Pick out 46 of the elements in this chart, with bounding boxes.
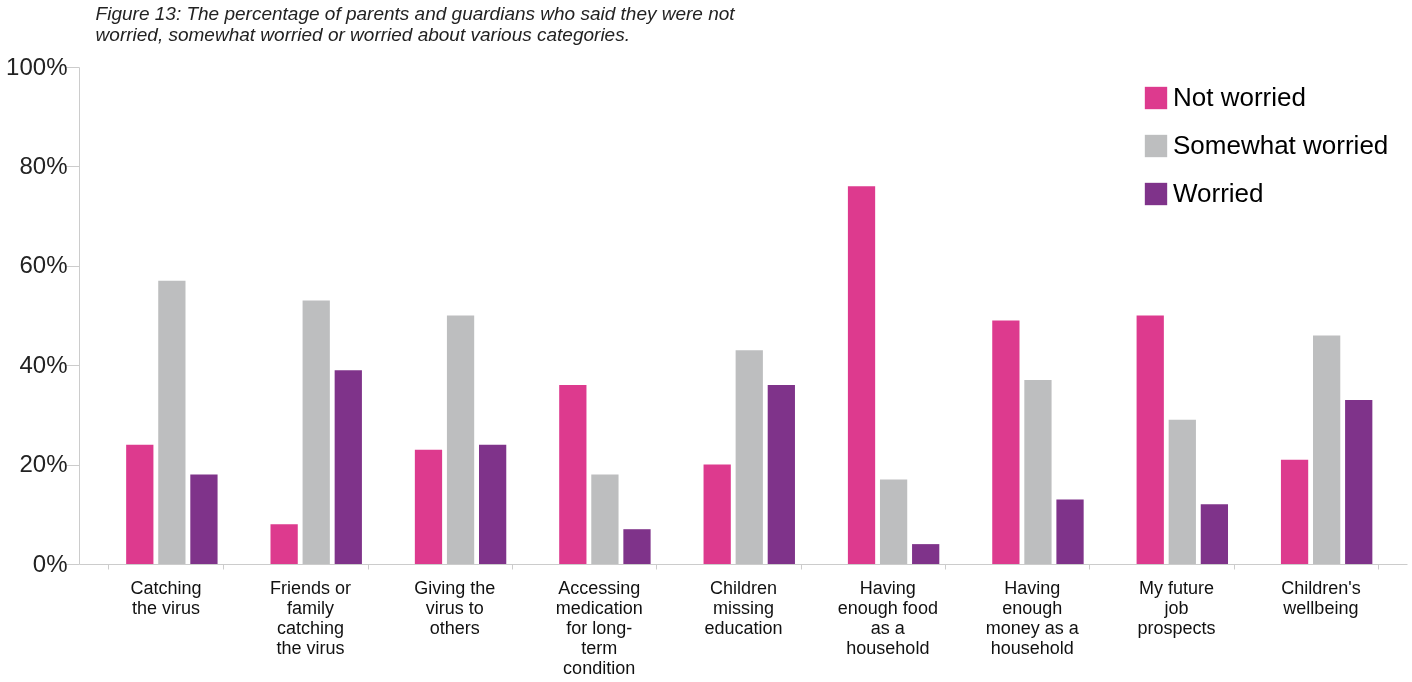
x-tick-label: Catching the virus [130, 577, 202, 618]
bar [912, 544, 940, 564]
legend-label: Worried [1173, 178, 1264, 208]
bar [591, 474, 619, 564]
legend-label: Somewhat worried [1173, 130, 1389, 160]
bar [446, 315, 475, 564]
y-tick-label: 80% [19, 151, 68, 179]
bar [334, 370, 362, 564]
bar [1345, 399, 1373, 564]
bar [1200, 504, 1229, 564]
bar [158, 280, 186, 564]
bar [1313, 335, 1341, 564]
bar [735, 350, 763, 564]
bar [414, 449, 443, 564]
y-tick-label: 0% [32, 549, 68, 577]
x-tick-label: Children's wellbeing [1281, 577, 1361, 618]
bar [623, 529, 651, 564]
bar [190, 474, 218, 564]
bar [559, 385, 587, 564]
y-tick-label: 40% [19, 350, 68, 378]
chart-title: Figure 13: The percentage of parents and guardians who said they were not worried, somewhat worried or worried about various categories. [95, 3, 736, 45]
x-tick-label: Giving the virus to others [414, 577, 496, 638]
x-tick-label: My future job prospects [1137, 577, 1216, 638]
x-tick-label: Children missing education [704, 577, 783, 638]
bar [879, 479, 908, 564]
bar [767, 385, 795, 564]
bar [1136, 315, 1164, 564]
bar [270, 524, 298, 564]
x-tick-label: Having enough food as a household [837, 577, 938, 658]
bar [703, 464, 731, 564]
bar [302, 300, 330, 564]
bar [992, 320, 1020, 564]
bar [126, 444, 154, 564]
y-tick-label: 100% [6, 52, 68, 80]
y-tick-label: 60% [19, 251, 68, 279]
bar [1024, 380, 1052, 564]
bar [847, 186, 876, 564]
bar [479, 444, 507, 564]
y-tick-label: 20% [19, 450, 68, 478]
legend-label: Not worried [1173, 82, 1306, 112]
x-tick-label: Accessing medication for long-term condition [555, 577, 643, 678]
x-tick-label: Friends or family catching the virus [269, 577, 351, 658]
x-tick-label: Having enough money as a household [985, 577, 1080, 658]
bar [1056, 499, 1084, 564]
bar [1280, 459, 1309, 564]
bar [1168, 419, 1196, 564]
